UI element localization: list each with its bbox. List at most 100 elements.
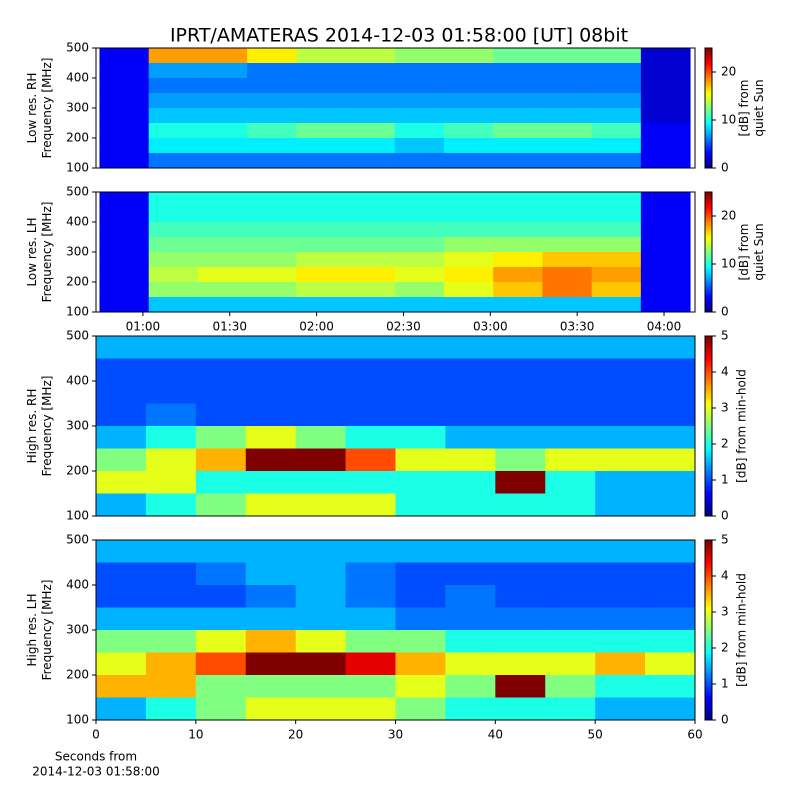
- heatmap-cell: [645, 697, 696, 721]
- heatmap-cell: [645, 607, 696, 631]
- heatmap-cell: [245, 562, 297, 586]
- colorbar-step: [705, 663, 712, 667]
- heatmap-cell: [145, 471, 197, 494]
- heatmap-cell: [195, 652, 247, 676]
- y-tick-label: 200: [66, 668, 89, 682]
- colorbar-step: [705, 310, 712, 313]
- colorbar-step: [705, 286, 712, 289]
- heatmap-cell: [645, 675, 696, 698]
- heatmap-cell: [443, 192, 494, 208]
- heatmap-cell: [493, 78, 543, 94]
- colorbar-tick-label: 5: [721, 533, 729, 547]
- heatmap-cell: [645, 493, 696, 517]
- colorbar-frame: [704, 539, 713, 721]
- colorbar-step: [705, 384, 712, 388]
- colorbar-step: [705, 282, 712, 285]
- heatmap-cell: [345, 607, 396, 631]
- heatmap-cell: [148, 138, 199, 154]
- heatmap-cell: [495, 562, 546, 586]
- colorbar-step: [705, 66, 712, 69]
- x-tick-label: 02:30: [386, 320, 421, 334]
- heatmap-cell: [345, 222, 396, 238]
- heatmap-cell: [296, 222, 347, 238]
- y-tick-label: 500: [66, 185, 89, 199]
- colorbar-step: [705, 621, 712, 625]
- heatmap-cell: [345, 153, 396, 169]
- heatmap-cell: [296, 282, 347, 298]
- x-axis-label: 2014-12-03 01:58:00: [32, 765, 159, 779]
- heatmap-cell: [443, 153, 494, 169]
- heatmap-cell: [96, 426, 147, 449]
- colorbar-step: [705, 220, 712, 223]
- colorbar-step: [705, 669, 712, 673]
- heatmap-cell: [495, 448, 546, 472]
- colorbar-step: [705, 58, 712, 61]
- colorbar-step: [705, 471, 712, 475]
- colorbar-step: [705, 639, 712, 643]
- colorbar-step: [705, 576, 712, 580]
- colorbar-step: [705, 507, 712, 511]
- chart-title: IPRT/AMATERAS 2014-12-03 01:58:00 [UT] 0…: [170, 25, 628, 47]
- heatmap-cell: [195, 448, 247, 472]
- heatmap-cell: [195, 585, 247, 608]
- colorbar-step: [705, 102, 712, 105]
- colorbar-step: [705, 76, 712, 79]
- heatmap-cell: [445, 426, 496, 449]
- heatmap-cell: [595, 562, 646, 586]
- heatmap-cell: [96, 652, 147, 676]
- colorbar-step: [705, 274, 712, 277]
- heatmap-cell: [443, 297, 494, 313]
- colorbar-step: [705, 222, 712, 225]
- heatmap-cell: [595, 448, 646, 472]
- colorbar-step: [705, 342, 712, 346]
- heatmap-cell: [640, 207, 691, 223]
- heatmap-cell: [99, 153, 150, 169]
- heatmap-cell: [545, 381, 596, 404]
- colorbar-step: [705, 666, 712, 670]
- heatmap-cell: [645, 426, 696, 449]
- heatmap-cell: [443, 207, 494, 223]
- heatmap-cell: [96, 381, 147, 404]
- y-axis-label: Low res. LH: [25, 217, 39, 286]
- colorbar-step: [705, 381, 712, 385]
- heatmap-cell: [345, 93, 396, 109]
- heatmap-cell: [542, 48, 593, 64]
- heatmap-cell: [195, 493, 247, 517]
- heatmap-cell: [145, 336, 197, 359]
- x-tick-label: 50: [588, 728, 603, 742]
- y-tick-label: 400: [66, 578, 89, 592]
- colorbar-step: [705, 124, 712, 127]
- heatmap-cell: [296, 297, 347, 313]
- heatmap-cell: [395, 652, 446, 676]
- colorbar-step: [705, 260, 712, 263]
- colorbar-step: [705, 108, 712, 111]
- heatmap-cell: [493, 138, 543, 154]
- colorbar-step: [705, 441, 712, 445]
- y-tick-label: 300: [66, 419, 89, 433]
- heatmap-cell: [295, 426, 347, 449]
- heatmap-cell: [591, 78, 642, 94]
- colorbar-step: [705, 561, 712, 565]
- heatmap-cell: [443, 138, 494, 154]
- heatmap-cell: [99, 123, 150, 139]
- colorbar-step: [705, 54, 712, 57]
- heatmap-cell: [493, 222, 543, 238]
- heatmap-cell: [247, 192, 297, 208]
- y-tick-label: 500: [66, 41, 89, 55]
- heatmap-cell: [99, 297, 150, 313]
- colorbar-step: [705, 118, 712, 121]
- heatmap-cell: [295, 675, 347, 698]
- colorbar-step: [705, 94, 712, 97]
- heatmap-cell: [195, 540, 247, 563]
- heatmap-cell: [195, 336, 247, 359]
- colorbar-step: [705, 354, 712, 358]
- colorbar-step: [705, 432, 712, 436]
- colorbar-step: [705, 636, 712, 640]
- colorbar-step: [705, 396, 712, 400]
- heatmap-cell: [295, 607, 347, 631]
- heatmap-cell: [595, 652, 646, 676]
- heatmap-cell: [96, 471, 147, 494]
- heatmap-cell: [493, 123, 543, 139]
- colorbar-step: [705, 699, 712, 703]
- y-tick-label: 100: [66, 305, 89, 319]
